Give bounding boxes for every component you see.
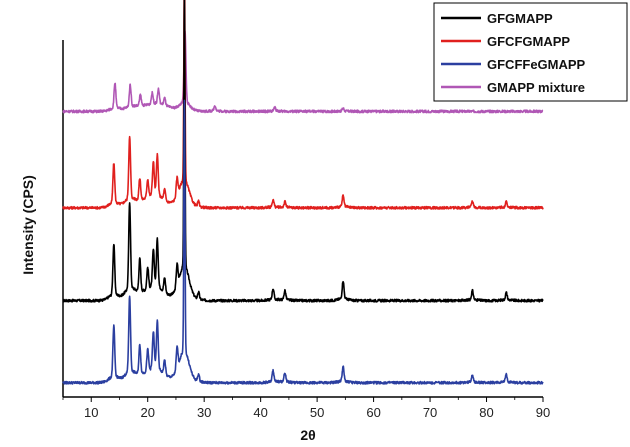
legend-label: GMAPP mixture (487, 80, 585, 95)
x-tick-label: 50 (310, 405, 324, 420)
x-tick-label: 70 (423, 405, 437, 420)
legend-label: GFCFGMAPP (487, 34, 570, 49)
x-tick-label: 90 (536, 405, 550, 420)
x-tick-label: 10 (84, 405, 98, 420)
series-line-gmapp-mixture (62, 30, 544, 114)
x-tick-label: 80 (479, 405, 493, 420)
x-tick-label: 40 (253, 405, 267, 420)
y-axis-title: Intensity (CPS) (20, 175, 36, 275)
legend-box (433, 2, 628, 102)
series-line-gfcffegmapp (62, 99, 544, 385)
y-axis: Intensity (CPS) (20, 40, 64, 397)
x-axis-title: 2θ (300, 427, 315, 443)
legend-label: GFGMAPP (487, 11, 553, 26)
legend: GFGMAPP GFCFGMAPP GFCFFeGMAPP GMAPP mixture (433, 2, 628, 102)
x-tick-label: 20 (140, 405, 154, 420)
series-line-gfcfgmapp (62, 0, 544, 210)
plot-series (62, 0, 544, 385)
series-line-gfgmapp (62, 0, 544, 303)
x-tick-label: 30 (197, 405, 211, 420)
x-axis: 2θ 10 20 30 40 50 60 70 80 90 (62, 396, 550, 443)
x-tick-label: 60 (366, 405, 380, 420)
legend-label: GFCFFeGMAPP (487, 57, 586, 72)
